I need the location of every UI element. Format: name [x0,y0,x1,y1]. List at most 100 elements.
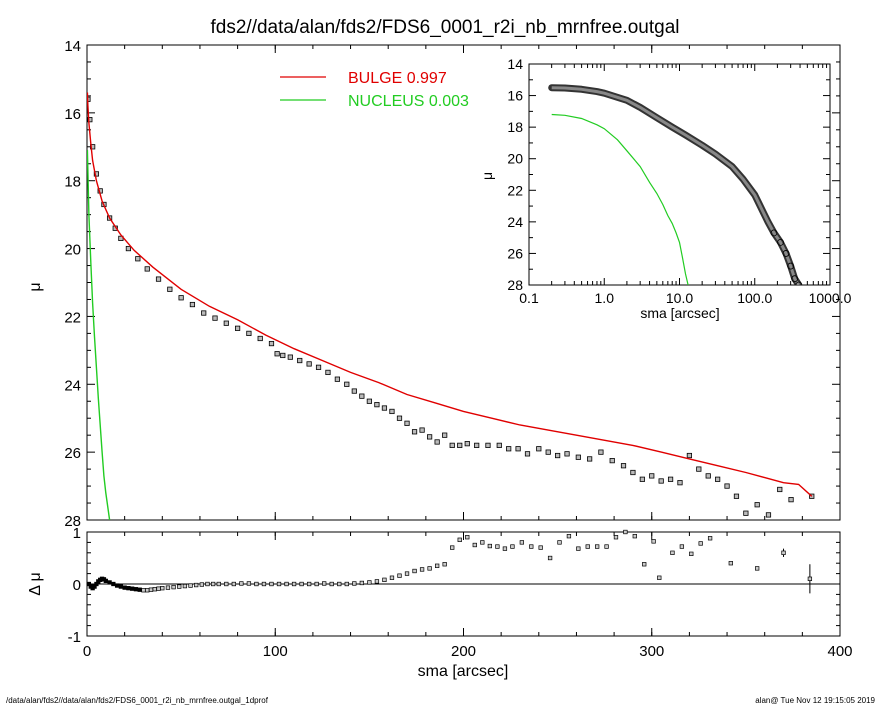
inset-y-tick-label: 26 [507,245,523,261]
data-point [555,452,561,459]
data-point [639,476,645,482]
residual-point [427,566,432,571]
inset-y-tick-label: 16 [507,88,523,104]
residual-point [412,568,417,574]
data-point [564,451,570,457]
data-point [705,473,711,479]
residual-y-tick-label: 0 [73,577,81,594]
residual-point [111,581,116,587]
residual-x-tick-label: 300 [639,643,664,660]
data-point [419,427,425,433]
data-point [427,434,433,440]
residual-point [261,581,267,587]
data-point [677,480,683,486]
data-point [167,286,173,292]
data-point [575,454,581,460]
residual-point [389,575,395,580]
inset-x-tick-label: 100.0 [737,290,772,306]
data-point [743,510,749,516]
residual-point [434,563,440,568]
inset-outer-point [782,250,790,257]
residual-point [538,545,543,550]
main-series-group [87,92,815,520]
data-point [449,442,455,448]
residual-point [314,581,319,587]
residual-point [698,541,703,546]
data-point [609,458,615,464]
residual-point [118,584,124,589]
inset-x-tick-label: 10.0 [666,290,693,306]
residual-point [689,551,694,556]
data-point [125,245,132,252]
data-point [724,483,730,489]
main-series [87,92,815,520]
data-point [411,429,418,435]
residual-point [604,544,609,549]
residual-point [442,562,447,567]
data-point [201,310,207,316]
data-point [464,441,470,447]
data-point [630,469,636,476]
inset-x-tick-label: 1.0 [595,290,615,306]
residual-point [465,535,470,540]
data-point [93,171,100,177]
inset-series-line-1 [551,113,689,285]
data-point [381,405,388,411]
data-point [667,476,674,482]
residual-point [781,550,786,555]
residual-point [145,588,150,593]
residual-point [397,573,402,578]
residual-point [291,581,297,587]
series-line-0 [87,92,813,497]
data-point [658,478,664,484]
residual-point [199,582,204,587]
data-point [788,497,794,503]
residual-point [585,544,590,549]
data-point [87,117,93,123]
main-y-tick-label: 14 [64,38,81,55]
series-line-1 [87,150,111,520]
data-point [536,446,542,452]
inset-y-tick-label: 20 [507,151,523,167]
residual-panel: 0 100 200 300 400 -101 sma [arcsec] Δ μ [27,525,853,680]
residual-point [269,581,274,587]
footer-timestamp: alan@ Tue Nov 12 19:15:05 2019 [755,696,875,705]
inset-series-group [548,84,803,285]
residual-point [103,578,108,584]
inset-outer-point [777,238,784,246]
inset-y-axis-label: μ [479,172,495,180]
residual-point [472,542,477,548]
data-point [359,393,365,399]
data-point [274,351,280,357]
inset-x-axis-label: sma [arcsec] [640,305,719,321]
residual-point [171,584,176,590]
residual-point [642,562,647,567]
main-y-tick-label: 24 [64,377,81,394]
residual-point [246,581,252,586]
residual-y-axis-label: Δ μ [27,572,44,595]
footer-file-path: /data/alan/fds2//data/alan/fds2/FDS6_000… [6,696,268,705]
residual-point [231,581,236,587]
residual-point [374,579,380,584]
data-point [506,446,512,452]
main-y-tick-label: 28 [64,513,81,530]
residual-point [557,540,562,545]
residual-point [728,561,733,566]
residual-x-axis-label: sma [arcsec] [418,663,509,680]
residual-point [502,546,508,551]
residual-point [165,585,171,590]
residual-point [160,586,165,591]
inset-y-tick-label: 22 [507,182,523,198]
residual-point [205,581,210,587]
residual-point [382,577,387,582]
residual-point [566,534,572,539]
residual-point [130,586,135,591]
data-point [297,357,303,364]
main-x-ticks [86,45,841,520]
inset-series [548,84,803,285]
residual-point [367,580,372,585]
residual-point [807,576,813,581]
data-point [315,364,322,370]
residual-point [547,555,553,561]
